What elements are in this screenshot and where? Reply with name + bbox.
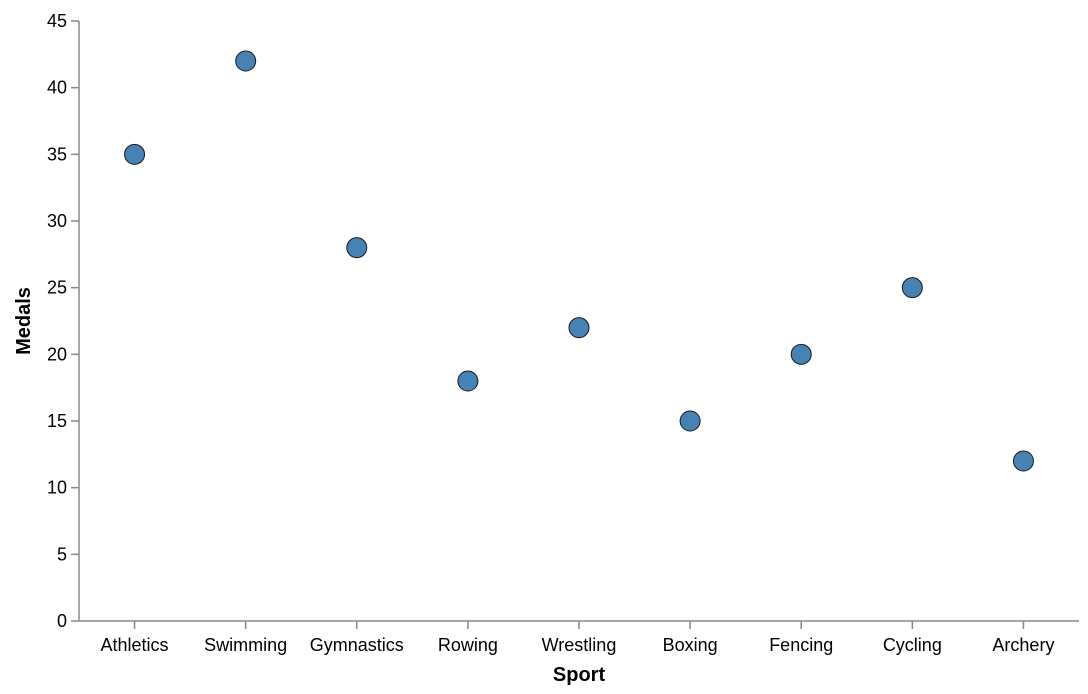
y-tick-label: 5 xyxy=(57,544,67,564)
y-tick-label: 10 xyxy=(47,478,67,498)
y-tick-label: 35 xyxy=(47,144,67,164)
data-points xyxy=(124,50,1034,472)
y-tick-label: 40 xyxy=(47,78,67,98)
x-tick-label: Swimming xyxy=(204,635,287,655)
x-tick-label: Wrestling xyxy=(542,635,617,655)
y-tick-label: 25 xyxy=(47,278,67,298)
y-tick-label: 45 xyxy=(47,11,67,31)
y-axis-title: Medals xyxy=(13,287,35,355)
data-point xyxy=(1012,450,1034,472)
x-tick-label: Archery xyxy=(992,635,1054,655)
x-axis: Athletics Swimming Gymnastics Rowing Wrestli… xyxy=(79,620,1079,655)
y-axis: 0 5 10 15 20 25 30 35 40 45 xyxy=(47,11,80,631)
data-point xyxy=(457,370,479,392)
data-point xyxy=(235,50,257,72)
x-axis-title: Sport xyxy=(553,664,606,686)
x-tick-label: Boxing xyxy=(663,635,718,655)
y-tick-label: 20 xyxy=(47,344,67,364)
data-point xyxy=(901,277,923,299)
y-tick-label: 30 xyxy=(47,211,67,231)
x-tick-label: Cycling xyxy=(883,635,942,655)
data-point xyxy=(790,343,812,365)
y-tick-label: 0 xyxy=(57,611,67,631)
x-tick-label: Athletics xyxy=(101,635,169,655)
x-tick-label: Rowing xyxy=(438,635,498,655)
x-tick-label: Fencing xyxy=(769,635,833,655)
data-point xyxy=(346,237,368,259)
data-point xyxy=(568,317,590,339)
y-tick-label: 15 xyxy=(47,411,67,431)
data-point xyxy=(679,410,701,432)
x-tick-label: Gymnastics xyxy=(310,635,404,655)
data-point xyxy=(124,143,146,165)
